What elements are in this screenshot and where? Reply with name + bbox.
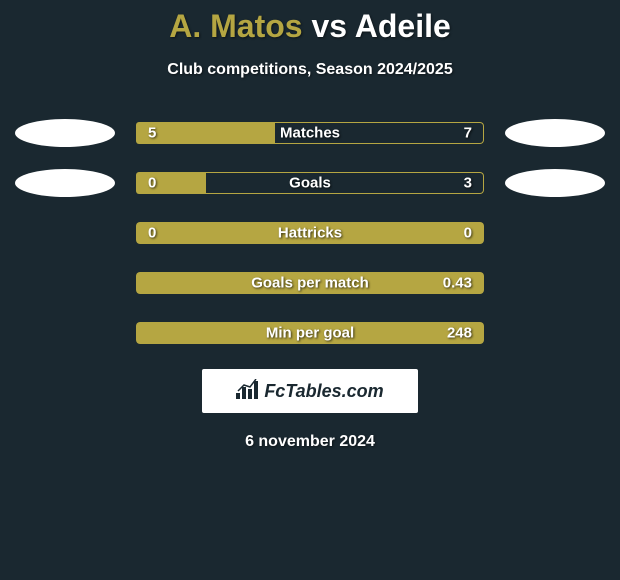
stat-row-hattricks: 0 Hattricks 0 — [0, 219, 620, 247]
stat-label: Min per goal — [266, 325, 354, 342]
stat-row-gpm: Goals per match 0.43 — [0, 269, 620, 297]
stat-label: Goals per match — [251, 275, 369, 292]
stat-row-goals: 0 Goals 3 — [0, 169, 620, 197]
stat-label: Matches — [280, 125, 340, 142]
stat-row-mpg: Min per goal 248 — [0, 319, 620, 347]
player1-name: A. Matos — [169, 8, 302, 44]
bar-fill-left — [136, 172, 206, 194]
player2-avatar — [505, 119, 605, 147]
avatar-spacer — [15, 269, 115, 297]
comparison-widget: A. Matos vs Adeile Club competitions, Se… — [0, 0, 620, 451]
stat-value-right: 248 — [447, 325, 472, 342]
date-text: 6 november 2024 — [0, 433, 620, 451]
player1-avatar — [15, 169, 115, 197]
avatar-spacer — [505, 319, 605, 347]
stat-value-right: 3 — [464, 175, 472, 192]
logo-text: FcTables.com — [264, 381, 383, 402]
stat-bar: Min per goal 248 — [135, 321, 485, 345]
bar-fill-left — [136, 122, 275, 144]
stat-label: Hattricks — [278, 225, 342, 242]
stat-bar: 0 Hattricks 0 — [135, 221, 485, 245]
page-title: A. Matos vs Adeile — [0, 8, 620, 45]
stats-list: 5 Matches 7 0 Goals 3 0 — [0, 119, 620, 347]
stat-value-left: 5 — [148, 125, 156, 142]
stat-row-matches: 5 Matches 7 — [0, 119, 620, 147]
stat-label: Goals — [289, 175, 331, 192]
player1-avatar — [15, 119, 115, 147]
fctables-link[interactable]: FcTables.com — [202, 369, 418, 413]
avatar-spacer — [15, 219, 115, 247]
bar-fill-right — [206, 172, 484, 194]
avatar-spacer — [15, 319, 115, 347]
vs-text: vs — [311, 8, 347, 44]
stat-bar: 5 Matches 7 — [135, 121, 485, 145]
avatar-spacer — [505, 269, 605, 297]
avatar-spacer — [505, 219, 605, 247]
stat-bar: Goals per match 0.43 — [135, 271, 485, 295]
player2-name: Adeile — [355, 8, 451, 44]
bar-chart-icon — [236, 379, 260, 404]
stat-value-left: 0 — [148, 175, 156, 192]
stat-value-right: 0 — [464, 225, 472, 242]
subtitle: Club competitions, Season 2024/2025 — [0, 61, 620, 79]
stat-bar: 0 Goals 3 — [135, 171, 485, 195]
stat-value-right: 7 — [464, 125, 472, 142]
stat-value-left: 0 — [148, 225, 156, 242]
stat-value-right: 0.43 — [443, 275, 472, 292]
player2-avatar — [505, 169, 605, 197]
